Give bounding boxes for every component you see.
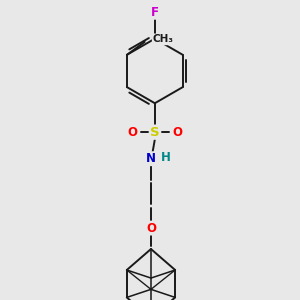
Text: H: H (161, 151, 171, 164)
Text: CH₃: CH₃ (153, 34, 174, 44)
Text: O: O (127, 126, 137, 139)
Text: O: O (146, 222, 156, 235)
Text: F: F (151, 6, 159, 19)
Text: N: N (146, 152, 156, 165)
Text: S: S (150, 126, 160, 139)
Text: O: O (172, 126, 182, 139)
